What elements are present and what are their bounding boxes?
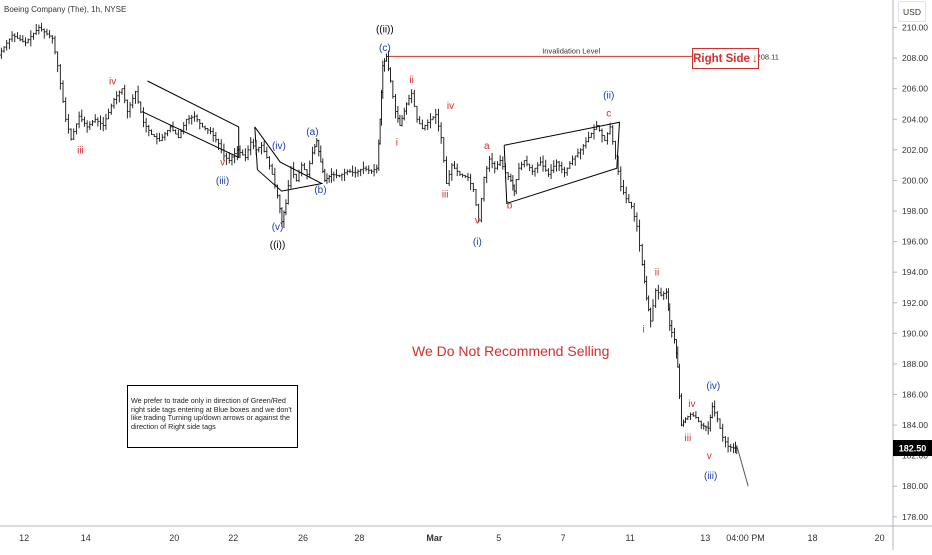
wave-label: i bbox=[396, 138, 398, 149]
wave-label: i bbox=[642, 324, 644, 335]
time-tick-label: 12 bbox=[19, 533, 29, 543]
wave-label: (i) bbox=[473, 237, 482, 248]
note-text: We prefer to trade only in direction of … bbox=[131, 396, 292, 431]
time-tick-label: 5 bbox=[496, 533, 501, 543]
wave-label: v bbox=[475, 216, 480, 227]
time-tick-label: 11 bbox=[626, 533, 635, 543]
time-tick-label: Mar bbox=[426, 533, 443, 543]
wave-label: v bbox=[220, 158, 225, 169]
wave-label: (ii) bbox=[603, 90, 614, 101]
price-tick-label: 184.00 bbox=[902, 420, 928, 430]
price-tick-label: 186.00 bbox=[902, 390, 928, 400]
down-arrow-icon: ↓ bbox=[751, 51, 758, 65]
current-price-badge bbox=[893, 440, 932, 457]
note-box: We prefer to trade only in direction of … bbox=[127, 385, 298, 448]
time-tick-label: 14 bbox=[81, 533, 91, 543]
wave-label: (a) bbox=[306, 127, 318, 138]
time-tick-label: 7 bbox=[561, 533, 566, 543]
projection-line bbox=[736, 447, 749, 487]
wave-channel bbox=[503, 121, 621, 205]
time-tick-label: 13 bbox=[700, 533, 710, 543]
wave-label: iv bbox=[447, 101, 454, 112]
wave-label: (iii) bbox=[216, 176, 229, 187]
price-tick-label: 198.00 bbox=[902, 206, 928, 216]
warning-text: We Do Not Recommend Selling bbox=[412, 343, 610, 359]
invalidation-value: 208.11 bbox=[757, 52, 779, 61]
wave-label: (iv) bbox=[272, 141, 286, 152]
price-tick-label: 204.00 bbox=[902, 114, 928, 124]
wave-label: (b) bbox=[314, 185, 326, 196]
price-tick-label: 202.00 bbox=[902, 145, 928, 155]
wave-label: iii bbox=[77, 145, 84, 156]
wave-label: ii bbox=[655, 268, 659, 279]
wave-label: ii bbox=[409, 75, 413, 86]
wave-label: v bbox=[707, 451, 712, 462]
wave-label: iii bbox=[442, 190, 449, 201]
price-tick-label: 190.00 bbox=[902, 328, 928, 338]
right-side-tag: Right Side ↓ bbox=[692, 48, 759, 69]
time-tick-label: 20 bbox=[169, 533, 179, 543]
wave-label: (iii) bbox=[704, 471, 717, 482]
wave-label: b bbox=[507, 200, 513, 211]
price-tick-label: 200.00 bbox=[902, 175, 928, 185]
wave-label: iv bbox=[688, 399, 695, 410]
time-tick-label: 18 bbox=[808, 533, 818, 543]
wave-label: (iv) bbox=[706, 381, 720, 392]
right-side-label: Right Side bbox=[693, 53, 750, 65]
time-tick-label: 20 bbox=[875, 533, 885, 543]
price-tick-label: 188.00 bbox=[902, 359, 928, 369]
price-tick-label: 208.00 bbox=[902, 53, 928, 63]
price-tick-label: 180.00 bbox=[902, 481, 928, 491]
price-tick-label: 210.00 bbox=[902, 23, 928, 33]
wave-label: a bbox=[484, 141, 490, 152]
time-tick-label: 04:00 PM bbox=[726, 533, 765, 543]
wave-label: ((i)) bbox=[270, 240, 286, 251]
chart-title: Boeing Company (The), 1h, NYSE bbox=[4, 5, 127, 14]
wave-label: c bbox=[606, 109, 611, 120]
wave-channel bbox=[141, 80, 240, 159]
time-tick-label: 22 bbox=[228, 533, 238, 543]
price-tick-label: 178.00 bbox=[902, 512, 928, 522]
current-price-label: 182.50 bbox=[899, 444, 927, 454]
wave-label: iv bbox=[109, 77, 116, 88]
price-tick-label: 192.00 bbox=[902, 298, 928, 308]
invalidation-label: Invalidation Level bbox=[542, 46, 600, 55]
wave-label: ((ii)) bbox=[376, 25, 394, 36]
wave-label: iii bbox=[685, 433, 692, 444]
wave-label: (c) bbox=[379, 43, 391, 54]
wave-channel bbox=[254, 126, 324, 192]
price-tick-label: 196.00 bbox=[902, 237, 928, 247]
time-tick-label: 26 bbox=[298, 533, 308, 543]
currency-button[interactable]: USD bbox=[898, 1, 926, 22]
price-tick-label: 194.00 bbox=[902, 267, 928, 277]
time-tick-label: 28 bbox=[354, 533, 364, 543]
wave-label: (v) bbox=[272, 222, 284, 233]
price-tick-label: 206.00 bbox=[902, 84, 928, 94]
